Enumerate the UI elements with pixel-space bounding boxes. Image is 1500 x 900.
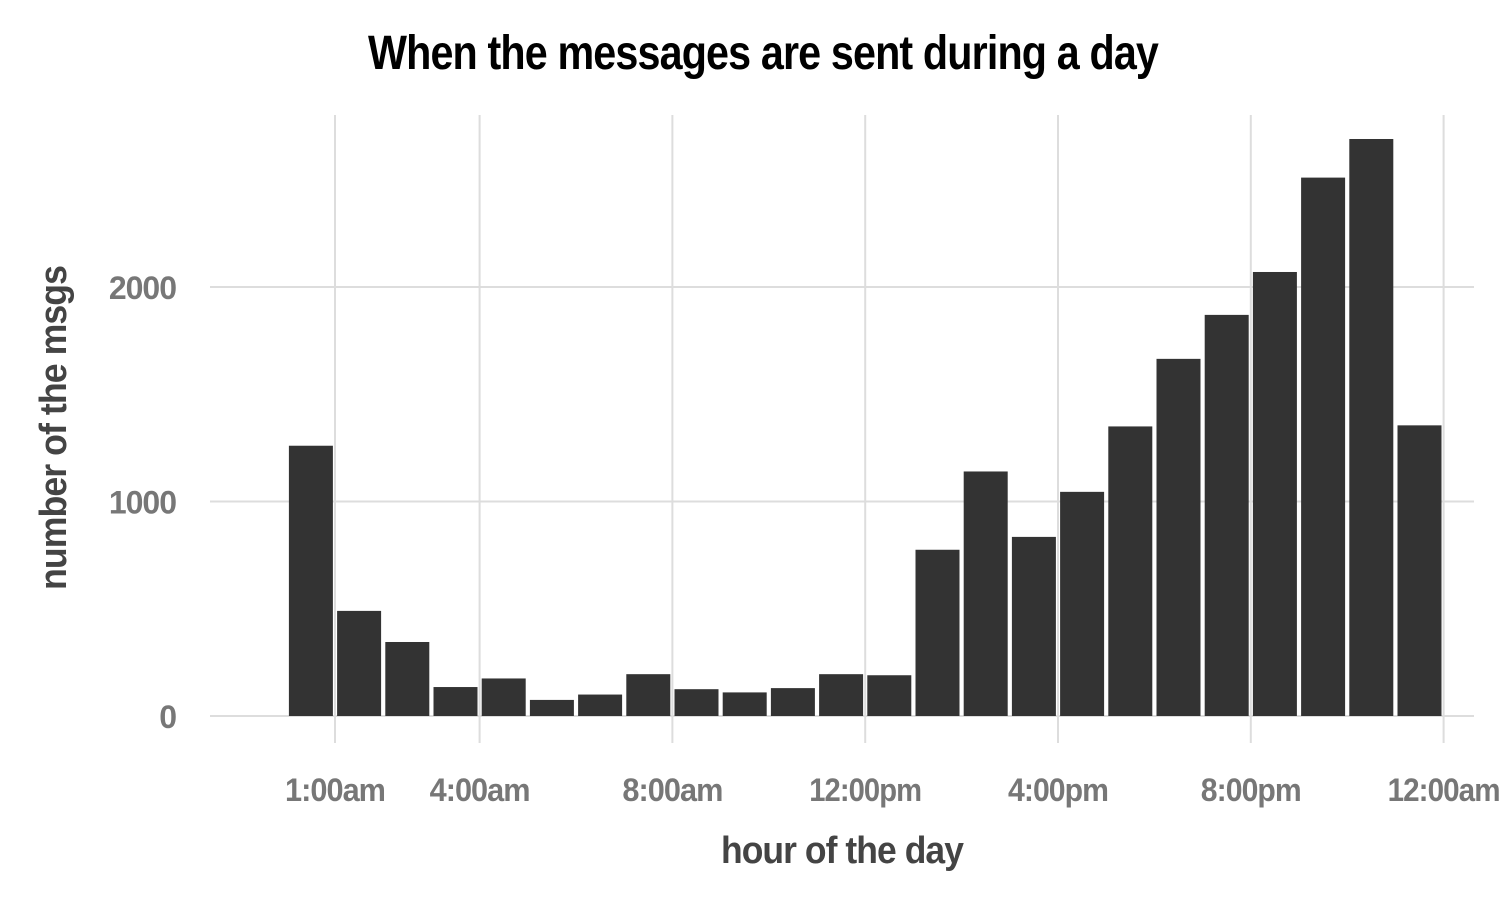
bar-hour-15: [1011, 536, 1056, 716]
x-tick-label: 4:00pm: [1008, 772, 1108, 808]
chart-title: When the messages are sent during a day: [367, 27, 1159, 80]
bar-hour-13: [915, 549, 960, 716]
bar-hour-16: [1060, 491, 1105, 716]
x-tick-label: 12:00pm: [809, 772, 921, 808]
x-tick-label: 8:00am: [622, 772, 722, 808]
bar-hour-3: [433, 687, 478, 716]
bar-hour-12: [867, 675, 912, 716]
bar-hour-2: [385, 641, 430, 716]
bar-hour-23: [1397, 425, 1442, 716]
y-tick-label: 1000: [109, 485, 176, 521]
bar-hour-7: [626, 674, 671, 716]
bars: [288, 138, 1442, 717]
bar-hour-21: [1301, 177, 1346, 717]
x-tick-label: 8:00pm: [1201, 772, 1301, 808]
x-tick-label: 1:00am: [285, 772, 385, 808]
y-tick-label: 2000: [109, 270, 176, 306]
bar-hour-6: [578, 694, 623, 716]
bar-hour-1: [337, 610, 382, 716]
bar-hour-17: [1108, 426, 1153, 716]
y-axis-label: number of the msgs: [33, 266, 75, 590]
x-tick-label: 12:00am: [1388, 772, 1500, 808]
y-tick-label: 0: [159, 699, 176, 735]
bar-hour-11: [819, 674, 864, 716]
bar-hour-18: [1156, 358, 1201, 716]
bar-hour-4: [481, 678, 526, 716]
bar-hour-8: [674, 689, 719, 716]
x-tick-label: 4:00am: [430, 772, 530, 808]
bar-hour-9: [722, 692, 767, 716]
bar-hour-22: [1349, 138, 1394, 716]
bar-hour-14: [963, 471, 1008, 716]
y-tick-labels: 0 1000 2000: [109, 270, 177, 735]
x-axis-label: hour of the day: [721, 830, 964, 872]
bar-hour-19: [1204, 314, 1249, 716]
bar-hour-0: [288, 445, 333, 716]
x-tick-labels: 1:00am 4:00am 8:00am 12:00pm 4:00pm 8:00pm 12:…: [285, 772, 1500, 808]
bar-hour-5: [529, 699, 574, 716]
bar-hour-10: [770, 688, 815, 716]
bar-hour-20: [1252, 271, 1297, 716]
